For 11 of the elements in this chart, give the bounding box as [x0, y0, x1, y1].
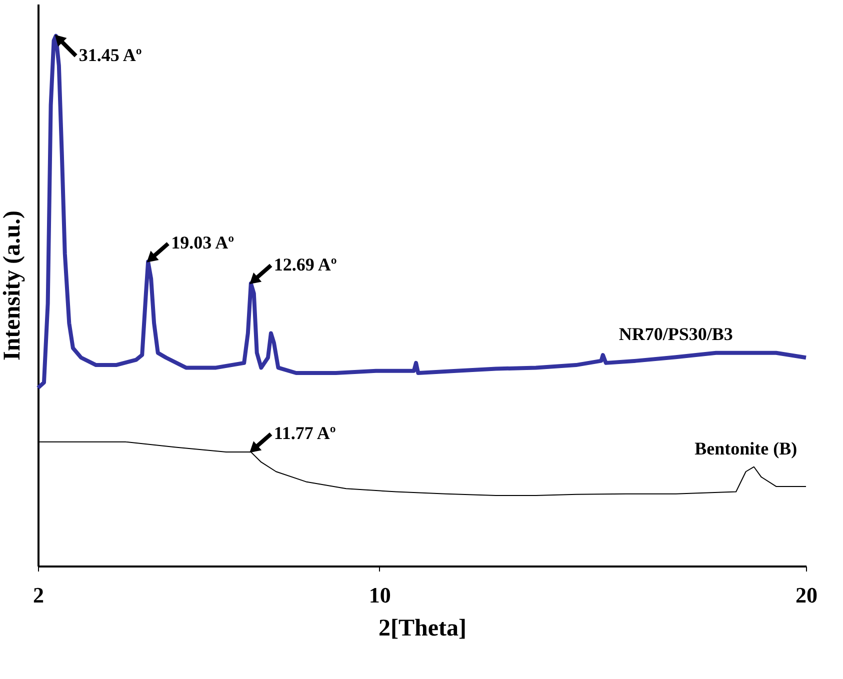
- x-axis-title: 2[Theta]: [378, 616, 466, 642]
- series-label: Bentonite (B): [694, 438, 798, 459]
- y-axis-title: Intensity (a.u.): [0, 210, 26, 361]
- x-tick-label: 2: [33, 582, 44, 608]
- annotation: 31.45 Aº: [78, 44, 142, 65]
- x-tick-label: 10: [368, 582, 391, 608]
- annotation: 11.77 Aº: [274, 423, 336, 444]
- annotation: 12.69 Aº: [274, 254, 337, 274]
- series-label: NR70/PS30/B3: [618, 324, 733, 344]
- x-tick-label: 20: [796, 582, 818, 608]
- annotation: 19.03 Aº: [171, 232, 234, 253]
